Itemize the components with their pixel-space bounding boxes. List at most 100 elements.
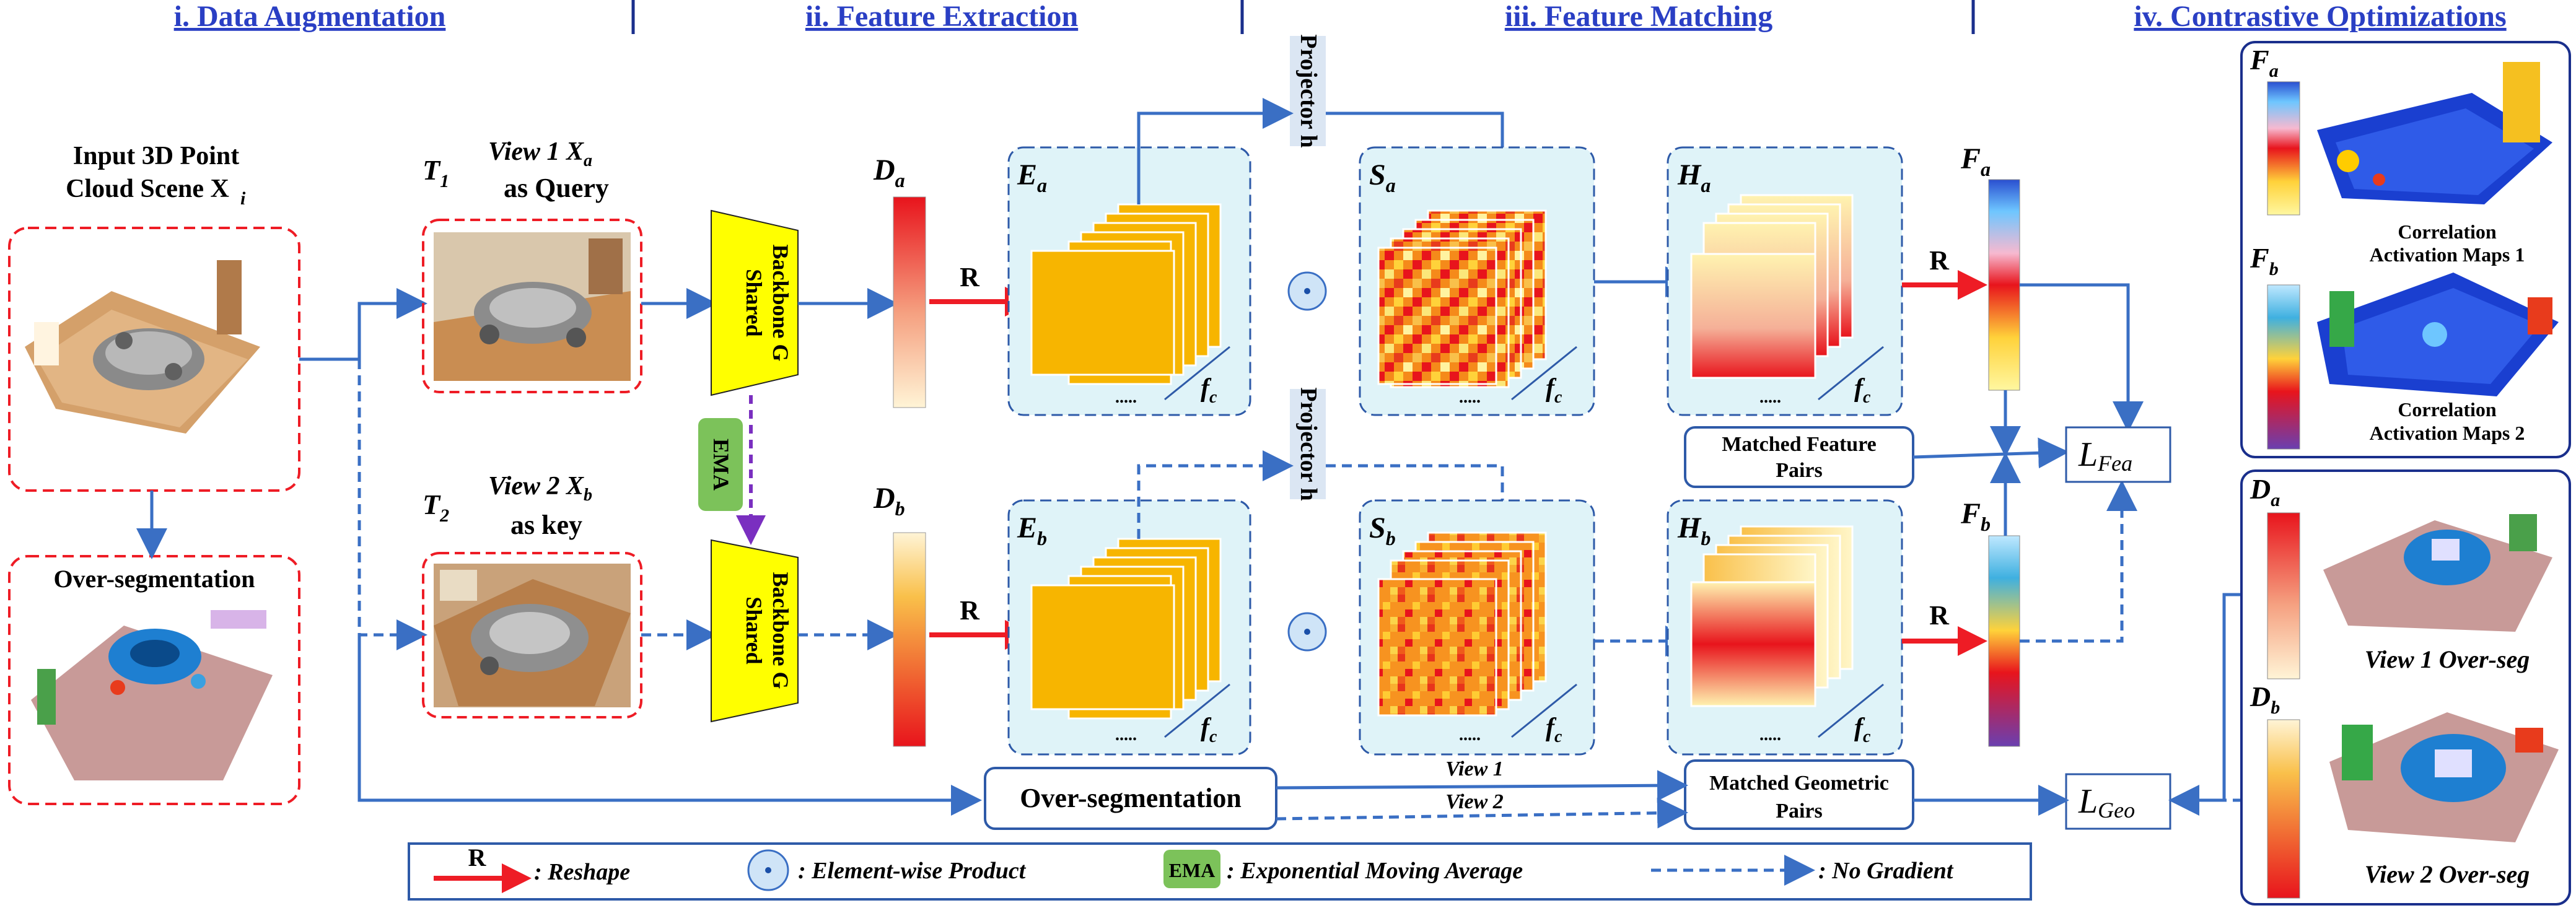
Sb-fc: fc [1546,714,1562,746]
legend-ema-desc: : Exponential Moving Average [1227,858,1523,884]
Ha-stack [1690,194,1854,379]
arrow-Fa-to-loss [2020,283,2144,432]
correlation-map-1 [2317,62,2552,204]
geo-view2-label: View 2 [1445,790,1504,813]
legend-nograd: : No Gradient [1818,858,1954,884]
arrow-to-overseg-box [357,635,982,816]
Eb-fc: fc [1201,714,1217,746]
Ea-fc: fc [1201,374,1217,407]
Db-bar [893,532,926,747]
Da-label: Da [873,154,905,191]
panel-Da-label: Da [2250,473,2280,510]
overseg-scene-image [31,610,273,780]
corr1-line2: Activation Maps 1 [2370,243,2525,266]
matched-feature-pairs-line2: Pairs [1776,459,1823,482]
arrow-view1-geo [1276,770,1688,801]
input-scene-image [25,260,260,434]
input-label-line2: Cloud Scene X [66,175,229,203]
Ea-label: Ea [1017,159,1047,196]
panel-Da-bar [2267,512,2300,679]
corr2-line2: Activation Maps 2 [2370,422,2525,444]
panel-Fb-label: Fb [2250,242,2279,279]
legend-R: R [468,844,487,871]
arrow-view2-geo [1276,797,1688,829]
shared-backbone-1: Shared Backbone G [711,209,799,396]
panel-Db-bar [2267,719,2300,899]
panel-Fa-label: Fa [2250,44,2279,81]
t2-label: T2 [423,489,449,526]
legend-ema: EMA [1169,859,1216,881]
Sb-dots: ..... [1459,725,1481,744]
input-scene-frame [8,227,300,492]
Eb-stack [1030,538,1222,720]
shared-backbone-2: Shared Backbone G [711,539,799,723]
overseg-view2-image [2329,712,2559,842]
loss-fea-box [2065,426,2171,483]
panel-Db-label: Db [2250,681,2280,718]
correlation-map-2 [2317,273,2559,396]
Hb-label: Hb [1677,512,1711,549]
arrow-feature-pairs-to-loss [1912,437,2069,469]
Eb-dots: ..... [1115,725,1137,744]
legend-ema-badge [1163,850,1220,888]
panel-Fb-bar [2267,284,2300,450]
view2-frame [422,552,642,718]
loss-geo: LGeo [2078,782,2135,823]
Ha-fc: fc [1854,374,1871,407]
backbone2-label-1: Shared [742,596,766,664]
input-label-sub: i [240,188,246,209]
Sa-fc: fc [1546,374,1562,407]
projector-box-2 [1290,389,1326,499]
view2-image [434,564,631,707]
reshape-R-1: R [960,262,980,292]
ema-label: EMA [709,439,734,491]
reshape-R-2: R [960,595,980,626]
Ha-dots: ..... [1759,388,1781,407]
Ha-fc-bracket [1818,346,1884,401]
Ea-dots: ..... [1115,388,1137,407]
overseg-box [984,767,1277,830]
Eb-fc-bracket [1164,683,1230,738]
corr2-line1: Correlation [2398,398,2497,421]
overseg-view1-image [2323,514,2552,632]
backbone1-label-1: Shared [742,269,766,336]
panel-view2-label: View 2 Over-seg [2365,860,2530,888]
projector-box-1 [1290,36,1326,146]
Hb-fc-bracket [1818,683,1884,738]
view1-image [434,232,631,381]
reshape-R-3: R [1929,245,1950,276]
Sb-fc-bracket [1511,683,1577,738]
arrow-overseg-view1-to-geo [2168,593,2243,816]
loss-fea: LFea [2078,435,2132,476]
backbone1-label-2: Backbone G [768,244,793,361]
input-label-line1: Input 3D Point [73,142,239,170]
arrow-Eb-to-projector [1137,450,1294,539]
reshape-R-4: R [1929,600,1950,631]
product-icon-1 [1287,271,1327,311]
legend-product: : Element-wise Product [798,858,1027,884]
legend-product-icon [747,849,789,891]
overseg-label: Over-segmentation [53,565,255,593]
panel-Fa-bar [2267,81,2300,216]
Sa-stack [1377,209,1547,388]
Ea-fc-bracket [1164,346,1230,401]
arrow-Ea-to-projector [1137,98,1294,204]
Hb-dots: ..... [1759,725,1781,744]
header-contrastive-optimizations: iv. Contrastive Optimizations [2134,0,2506,33]
arrow-Fb-to-loss [2020,480,2137,643]
Fa-bar [1988,179,2020,391]
Ea-stack [1030,203,1222,385]
arrow-to-view2 [357,359,427,650]
matched-feature-pairs-line1: Matched Feature [1722,433,1877,456]
Eb-label: Eb [1017,512,1047,549]
Sa-dots: ..... [1459,388,1481,407]
view1-frame [422,219,642,393]
Sb-stack [1377,531,1547,717]
arrow-to-view1 [357,288,427,359]
corr1-line1: Correlation [2398,220,2497,243]
header-feature-extraction: ii. Feature Extraction [805,0,1078,33]
Sb-label: Sb [1369,512,1396,549]
geo-view1-label: View 1 [1445,757,1504,780]
view2-key-label: as key [510,510,582,540]
